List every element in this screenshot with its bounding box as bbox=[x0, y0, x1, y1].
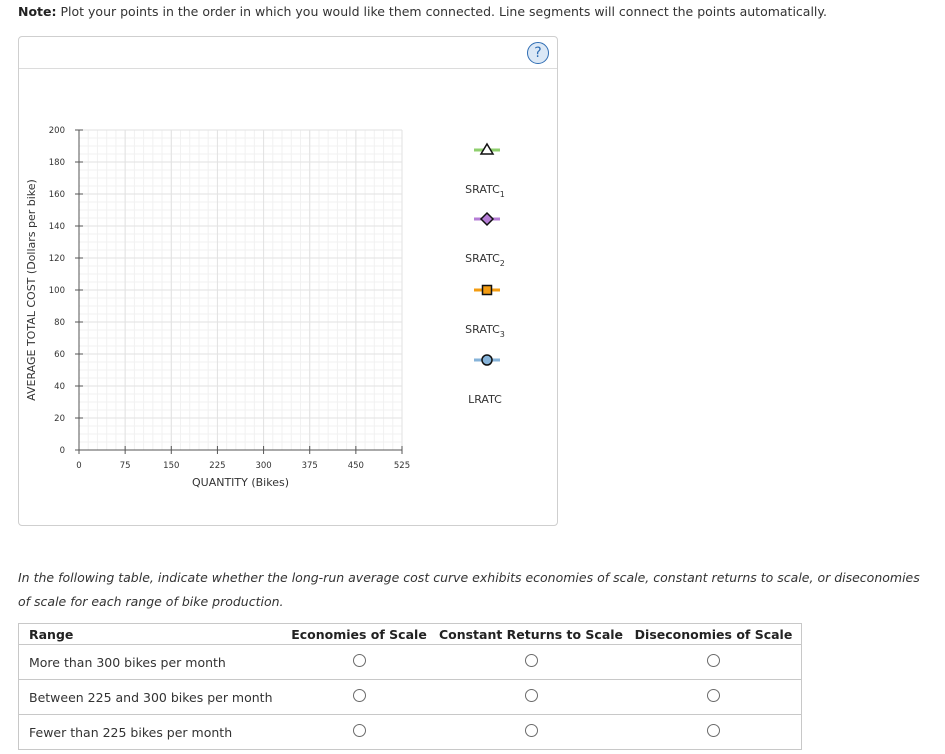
legend-label: SRATC2 bbox=[465, 252, 505, 268]
radio-diseconomies-row2[interactable] bbox=[707, 689, 720, 702]
x-tick-label: 300 bbox=[255, 461, 271, 471]
y-tick-label: 160 bbox=[49, 190, 65, 200]
header-economies: Economies of Scale bbox=[282, 623, 436, 645]
circle-marker-icon[interactable] bbox=[481, 354, 493, 366]
panel-divider bbox=[19, 68, 557, 69]
y-tick-label: 80 bbox=[54, 318, 65, 328]
radio-economies-row2[interactable] bbox=[352, 689, 366, 702]
y-tick-label: 60 bbox=[54, 350, 65, 360]
radio-constant-row2[interactable] bbox=[524, 689, 538, 702]
chart-canvas[interactable]: 0 75 150 225 300 375 450 525 0 20 40 60 80 100 120 140 1… bbox=[19, 37, 559, 527]
radio-economies-row1[interactable] bbox=[352, 654, 366, 667]
table-instructions: In the following table, indicate whether… bbox=[18, 570, 920, 609]
triangle-marker-icon[interactable] bbox=[479, 142, 495, 155]
y-tick-label: 120 bbox=[49, 254, 65, 264]
header-diseconomies: Diseconomies of Scale bbox=[626, 623, 802, 645]
help-icon[interactable]: ? bbox=[527, 42, 549, 64]
note-label: Note: bbox=[18, 4, 57, 19]
note-text: Plot your points in the order in which y… bbox=[60, 4, 828, 19]
table-header-row: Range Economies of Scale Constant Return… bbox=[18, 623, 802, 645]
table-row: Fewer than 225 bikes per month bbox=[18, 714, 802, 750]
y-tick-label: 20 bbox=[54, 414, 65, 424]
x-tick-label: 525 bbox=[394, 461, 410, 471]
radio-constant-row3[interactable] bbox=[524, 724, 538, 737]
y-tick-label: 200 bbox=[49, 126, 65, 136]
scale-table: Range Economies of Scale Constant Return… bbox=[18, 623, 802, 750]
radio-economies-row3[interactable] bbox=[352, 724, 366, 737]
diamond-marker-icon[interactable] bbox=[479, 211, 495, 227]
square-marker-icon[interactable] bbox=[481, 284, 493, 296]
header-constant: Constant Returns to Scale bbox=[436, 623, 626, 645]
y-tick-label: 180 bbox=[49, 158, 65, 168]
radio-constant-row1[interactable] bbox=[524, 654, 538, 667]
y-tick-label: 40 bbox=[54, 382, 65, 392]
graph-panel: ? 0 75 150 225 300 375 450 525 0 20 40 60 80 100 120 14… bbox=[18, 36, 558, 526]
x-tick-label: 150 bbox=[163, 461, 179, 471]
table-row: More than 300 bikes per month bbox=[18, 644, 802, 680]
range-label: More than 300 bikes per month bbox=[18, 644, 282, 680]
instructions-note: Note: Plot your points in the order in w… bbox=[18, 4, 827, 19]
radio-diseconomies-row1[interactable] bbox=[707, 654, 720, 667]
x-tick-label: 75 bbox=[120, 461, 131, 471]
radio-diseconomies-row3[interactable] bbox=[707, 724, 720, 737]
y-tick-label: 0 bbox=[60, 446, 65, 456]
range-label: Between 225 and 300 bikes per month bbox=[18, 679, 282, 715]
legend-label: SRATC3 bbox=[465, 323, 505, 339]
x-axis-label: QUANTITY (Bikes) bbox=[192, 476, 289, 489]
y-axis-label: AVERAGE TOTAL COST (Dollars per bike) bbox=[25, 179, 38, 401]
header-range: Range bbox=[18, 623, 282, 645]
x-tick-label: 225 bbox=[209, 461, 225, 471]
legend-label: LRATC bbox=[468, 393, 502, 406]
table-row: Between 225 and 300 bikes per month bbox=[18, 679, 802, 715]
x-tick-label: 0 bbox=[76, 461, 81, 471]
x-tick-label: 450 bbox=[348, 461, 364, 471]
y-tick-label: 140 bbox=[49, 222, 65, 232]
y-tick-label: 100 bbox=[49, 286, 65, 296]
legend-label: SRATC1 bbox=[465, 183, 505, 199]
x-tick-label: 375 bbox=[302, 461, 318, 471]
range-label: Fewer than 225 bikes per month bbox=[18, 714, 282, 750]
